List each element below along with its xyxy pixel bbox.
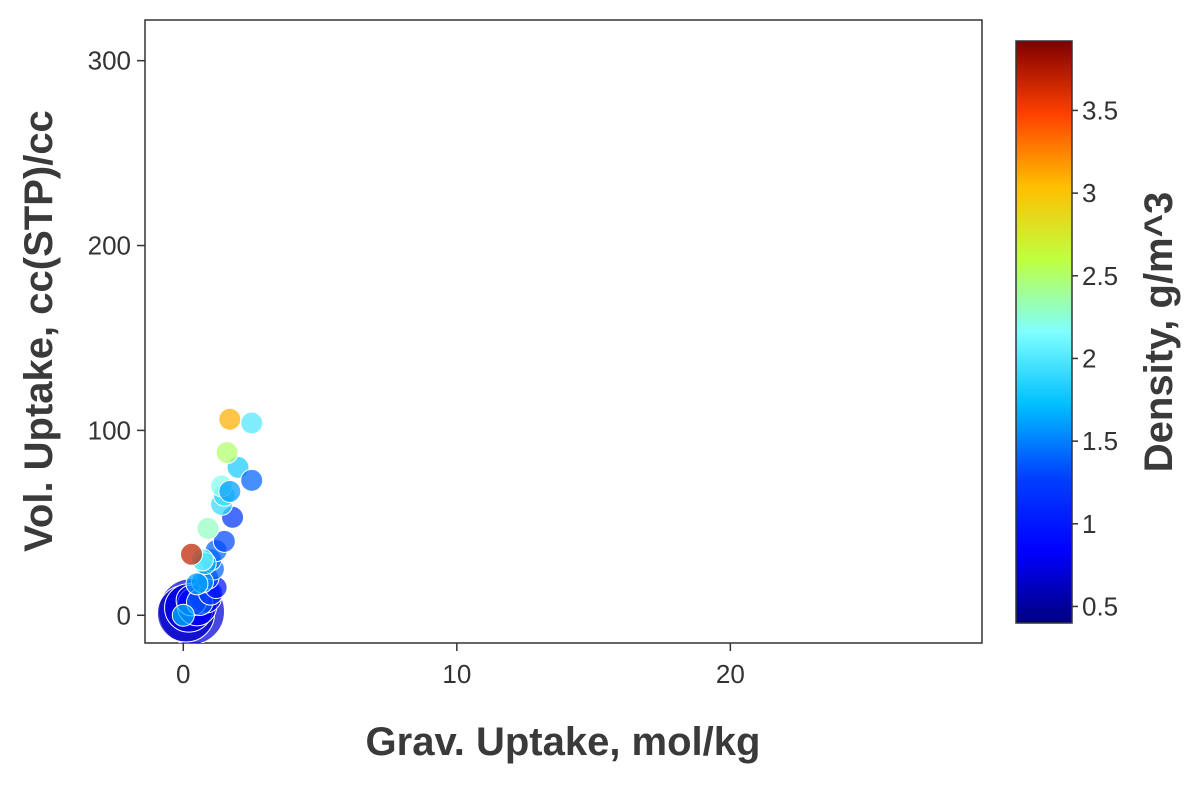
colorbar-tick-label: 2 xyxy=(1082,343,1096,373)
x-tick-label: 0 xyxy=(176,659,190,689)
y-tick-label: 200 xyxy=(88,231,131,261)
scatter-point xyxy=(180,542,203,566)
y-tick-label: 0 xyxy=(117,600,131,630)
x-tick-label: 10 xyxy=(442,659,471,689)
scatter-point xyxy=(196,516,220,540)
x-tick-label: 20 xyxy=(716,659,745,689)
colorbar xyxy=(1015,40,1073,624)
scatter-point xyxy=(240,411,264,435)
scatter-point xyxy=(171,603,195,627)
colorbar-tick-label: 3 xyxy=(1082,178,1096,208)
y-axis-title: Vol. Uptake, cc(STP)/cc xyxy=(17,110,61,552)
scatter-point xyxy=(185,572,209,596)
colorbar-tick-label: 1 xyxy=(1082,509,1096,539)
x-axis-title: Grav. Uptake, mol/kg xyxy=(366,720,761,764)
colorbar-tick-label: 0.5 xyxy=(1082,591,1118,621)
colorbar-tick-label: 3.5 xyxy=(1082,95,1118,125)
colorbar-ticks: 0.5 1 1.5 2 2.5 3 3.5 xyxy=(1072,95,1118,621)
scatter-points xyxy=(156,407,264,643)
x-axis: 0 10 20 xyxy=(176,643,745,689)
y-tick-label: 100 xyxy=(88,415,131,445)
scatter-point xyxy=(218,407,242,431)
plot-area xyxy=(144,19,983,644)
y-axis: 0 100 200 300 xyxy=(88,46,145,630)
colorbar-title: Density, g/m^3 xyxy=(1137,192,1181,472)
y-tick-label: 300 xyxy=(88,46,131,76)
scatter-point xyxy=(240,468,264,492)
colorbar-tick-label: 1.5 xyxy=(1082,426,1118,456)
scatter-point xyxy=(218,479,242,503)
colorbar-tick-label: 2.5 xyxy=(1082,261,1118,291)
scatter-point xyxy=(215,441,239,465)
scatter-point xyxy=(212,529,236,553)
